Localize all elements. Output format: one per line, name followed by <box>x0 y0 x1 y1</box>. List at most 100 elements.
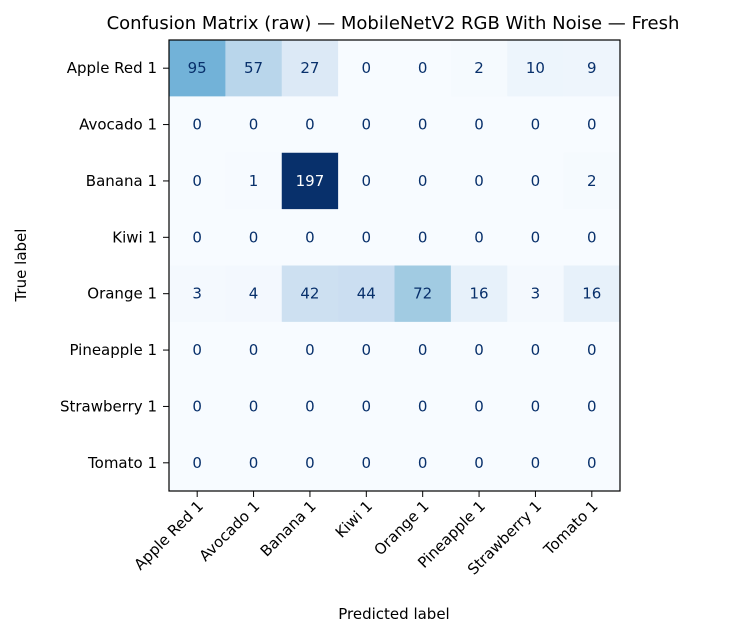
y-tick-label: Banana 1 <box>86 172 157 190</box>
heatmap-cell <box>281 434 339 492</box>
heatmap-cell <box>225 434 283 492</box>
x-axis-label: Predicted label <box>338 605 449 623</box>
cell-value-label: 0 <box>418 454 428 472</box>
cell-value-label: 0 <box>531 172 541 190</box>
heatmap-cell <box>450 40 508 97</box>
heatmap-cell <box>394 434 452 492</box>
heatmap-cell <box>281 321 339 379</box>
heatmap-cell <box>225 209 283 266</box>
x-tick-label: Apple Red 1 <box>130 497 207 574</box>
heatmap-cell <box>225 265 283 323</box>
heatmap-cell <box>338 152 395 210</box>
cell-value-label: 0 <box>249 228 259 246</box>
cell-value-label: 0 <box>587 341 597 359</box>
heatmap-cell <box>281 40 339 97</box>
cell-value-label: 0 <box>418 116 428 134</box>
heatmap-cell <box>507 434 565 492</box>
x-tick-label: Kiwi 1 <box>332 497 376 541</box>
cell-value-label: 0 <box>531 397 541 415</box>
cell-value-label: 0 <box>474 397 484 415</box>
heatmap-cell <box>225 40 283 97</box>
cell-value-label: 0 <box>531 228 541 246</box>
cell-value-label: 0 <box>587 397 597 415</box>
cell-value-label: 0 <box>474 116 484 134</box>
cell-value-label: 27 <box>300 59 319 77</box>
cell-value-label: 0 <box>305 116 315 134</box>
cell-value-label: 0 <box>418 59 428 77</box>
cell-value-label: 0 <box>587 116 597 134</box>
cell-value-label: 0 <box>531 341 541 359</box>
cell-value-label: 2 <box>587 172 597 190</box>
heatmap-cell <box>507 378 565 436</box>
heatmap-cell <box>394 378 452 436</box>
cell-value-label: 72 <box>413 285 432 303</box>
heatmap-cell <box>563 378 621 436</box>
cell-value-label: 16 <box>470 285 489 303</box>
heatmap-cell <box>281 209 339 266</box>
heatmap-cell <box>169 209 226 266</box>
heatmap-cell <box>281 378 339 436</box>
plot-frame <box>168 39 621 492</box>
heatmap-cell <box>507 209 565 266</box>
y-tick-label: Strawberry 1 <box>60 397 157 415</box>
cell-value-label: 0 <box>474 454 484 472</box>
heatmap-cell <box>563 96 621 154</box>
heatmap-cell <box>281 152 339 210</box>
cell-value-label: 0 <box>474 341 484 359</box>
heatmap-cell <box>450 152 508 210</box>
cell-value-label: 0 <box>305 454 315 472</box>
heatmap-cell <box>563 321 621 379</box>
x-tick-label: Avocado 1 <box>196 497 264 565</box>
cell-value-label: 10 <box>526 59 545 77</box>
heatmap-cell <box>169 40 226 97</box>
heatmap-cell <box>394 96 452 154</box>
cell-value-label: 0 <box>192 341 202 359</box>
cell-value-label: 0 <box>587 228 597 246</box>
heatmap-cell <box>507 265 565 323</box>
y-tick-label: Pineapple 1 <box>69 341 157 359</box>
heatmap-cell <box>450 378 508 436</box>
cell-value-label: 0 <box>192 172 202 190</box>
cell-value-label: 0 <box>249 341 259 359</box>
heatmap-cell <box>563 209 621 266</box>
cell-value-label: 0 <box>192 454 202 472</box>
heatmap-cell <box>450 434 508 492</box>
cell-value-label: 0 <box>362 116 372 134</box>
cell-value-label: 0 <box>362 172 372 190</box>
heatmap-cell <box>507 40 565 97</box>
heatmap-cell <box>338 209 395 266</box>
cell-value-label: 0 <box>249 397 259 415</box>
y-axis-label: True label <box>12 229 30 303</box>
heatmap-cell <box>394 40 452 97</box>
y-tick-label: Orange 1 <box>87 285 157 303</box>
y-axis-ticks: Apple Red 1 Avocado 1 Banana 1 Kiwi 1 Orange… <box>60 59 169 472</box>
cell-value-label: 0 <box>192 116 202 134</box>
heatmap-cell <box>169 265 226 323</box>
cell-value-label: 0 <box>474 172 484 190</box>
cell-value-label: 0 <box>362 59 372 77</box>
heatmap-cell <box>169 96 226 154</box>
cell-value-label: 95 <box>188 59 207 77</box>
heatmap-cell <box>169 378 226 436</box>
heatmap-cell <box>563 152 621 210</box>
heatmap-cell <box>225 321 283 379</box>
cell-value-label: 0 <box>249 116 259 134</box>
heatmap-cell <box>338 96 395 154</box>
x-tick-label: Tomato 1 <box>539 497 601 559</box>
heatmap-cell <box>563 434 621 492</box>
heatmap-cell <box>225 96 283 154</box>
cell-value-label: 0 <box>362 228 372 246</box>
heatmap-cell <box>563 40 621 97</box>
cell-value-label: 44 <box>357 285 376 303</box>
chart-title: Confusion Matrix (raw) — MobileNetV2 RGB… <box>107 13 680 34</box>
heatmap-cell <box>338 40 395 97</box>
cell-value-label: 4 <box>249 285 259 303</box>
cell-value-label: 0 <box>305 341 315 359</box>
cell-value-label: 3 <box>531 285 541 303</box>
cell-value-label: 16 <box>582 285 601 303</box>
y-tick-label: Tomato 1 <box>87 454 157 472</box>
cell-value-label: 0 <box>418 341 428 359</box>
cell-value-label: 0 <box>362 454 372 472</box>
heatmap-cell <box>394 321 452 379</box>
